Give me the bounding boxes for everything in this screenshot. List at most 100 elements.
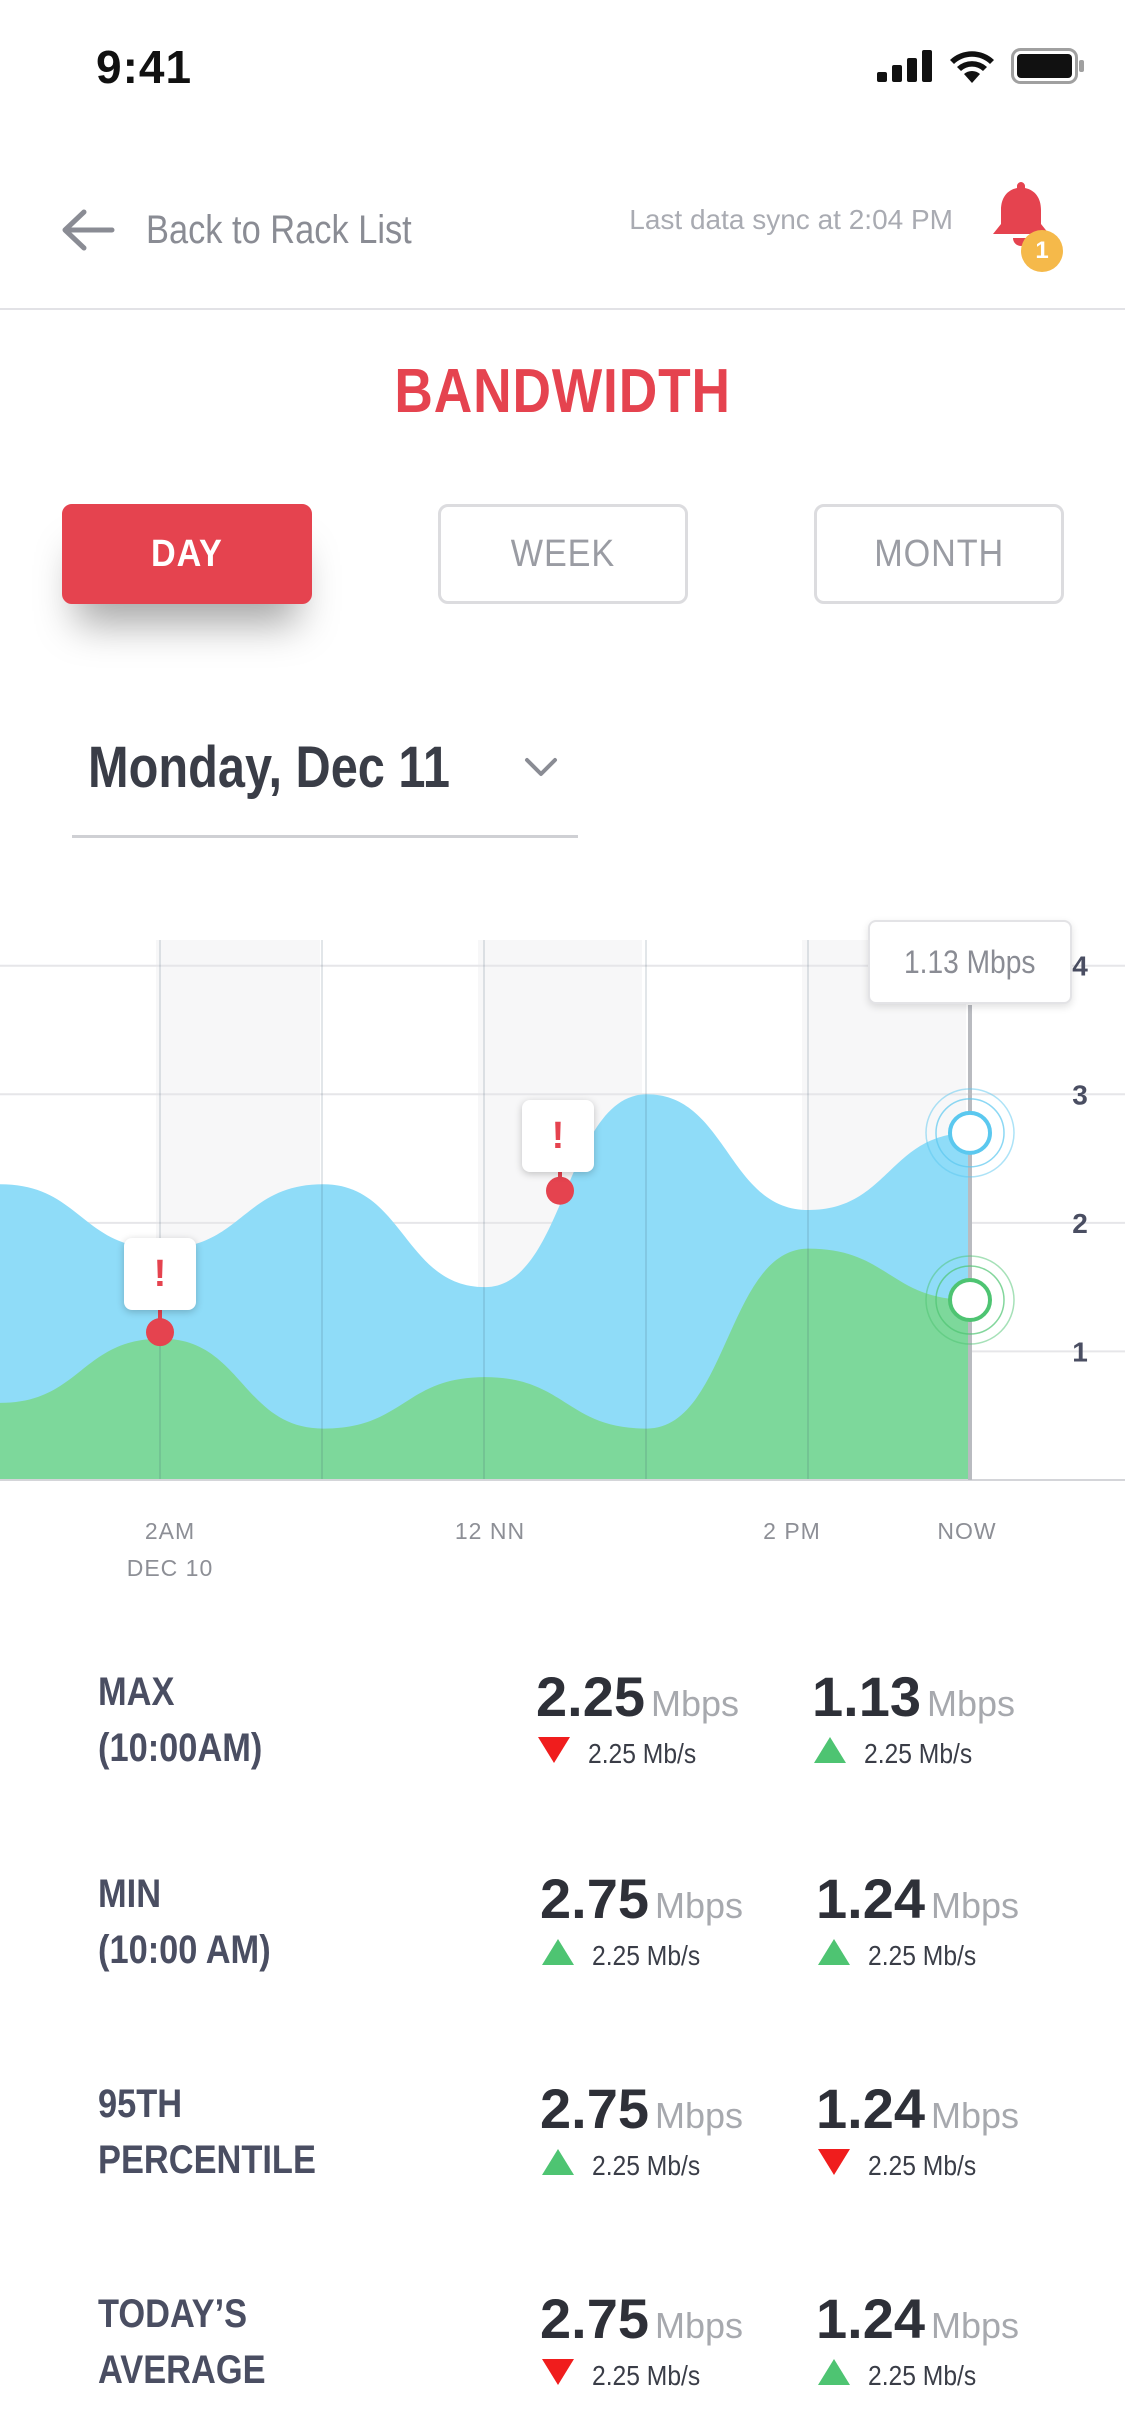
stat-unit: Mbps xyxy=(931,1885,1020,1926)
endpoint-marker-green xyxy=(948,1278,992,1322)
stat-cell-primary: 2.75 Mbps 2.25 Mb/s xyxy=(540,2286,820,2394)
x-tick-label-2pm: 2 PM xyxy=(763,1518,821,1544)
notifications-button[interactable]: 1 xyxy=(985,178,1065,272)
endpoint-marker-blue xyxy=(948,1110,992,1155)
stat-cell-secondary: 1.24 Mbps 2.25 Mb/s xyxy=(816,1866,1096,1974)
stat-cell-secondary: 1.13 Mbps 2.25 Mb/s xyxy=(812,1664,1092,1772)
stat-label-line1: TODAY’S xyxy=(98,2292,248,2336)
x-tick-2am-line2: DEC 10 xyxy=(126,1555,214,1581)
stat-label: TODAY’S AVERAGE xyxy=(98,2286,266,2398)
tab-day-label: DAY xyxy=(151,532,223,575)
stat-row: MAX (10:00AM) 2.25 Mbps 2.25 Mb/s 1.13 Mbp… xyxy=(0,1664,1125,1814)
stat-unit: Mbps xyxy=(655,2095,744,2136)
stat-unit: Mbps xyxy=(931,2095,1020,2136)
stat-row: TODAY’S AVERAGE 2.75 Mbps 2.25 Mb/s 1.24 M… xyxy=(0,2286,1125,2436)
y-tick-label: 2 xyxy=(1072,1208,1088,1239)
chart-canvas: 1 2 3 4 xyxy=(0,940,1125,1481)
status-icons xyxy=(877,48,1085,84)
stat-label-line1: MIN xyxy=(98,1872,162,1916)
trend-up-icon xyxy=(816,2357,852,2394)
cellular-signal-icon xyxy=(877,50,932,82)
stat-delta: 2.25 Mb/s xyxy=(868,1939,977,1971)
trend-down-icon xyxy=(536,1735,572,1772)
stat-label-line2: PERCENTILE xyxy=(98,2138,316,2182)
stat-label-line2: (10:00AM) xyxy=(98,1726,263,1770)
tooltip-value: 1.13 Mbps xyxy=(904,943,1036,980)
stat-row: MIN (10:00 AM) 2.75 Mbps 2.25 Mb/s 1.24 Mb… xyxy=(0,1866,1125,2016)
x-tick-label-12nn: 12 NN xyxy=(454,1518,526,1544)
endpoint-marker-blue-ring xyxy=(935,1098,1005,1168)
stat-unit: Mbps xyxy=(931,2305,1020,2346)
series-area-green xyxy=(0,1248,970,1480)
arrow-left-icon xyxy=(62,209,115,251)
bandwidth-chart: 1 2 3 4 2AM DEC 10 12 NN 2 PM NOW xyxy=(0,910,1125,1610)
stat-value: 1.24 xyxy=(816,2287,925,2350)
stat-label-line1: 95TH xyxy=(98,2082,183,2126)
stat-label: 95TH PERCENTILE xyxy=(98,2076,316,2188)
alert-flag[interactable]: ! xyxy=(124,1238,196,1310)
status-bar: 9:41 xyxy=(0,0,1125,130)
tab-month[interactable]: MONTH xyxy=(814,504,1064,604)
stat-unit: Mbps xyxy=(927,1683,1016,1724)
stat-delta: 2.25 Mb/s xyxy=(588,1737,697,1769)
trend-up-icon xyxy=(816,1937,852,1974)
stat-label-line1: MAX xyxy=(98,1670,175,1714)
stat-cell-primary: 2.75 Mbps 2.25 Mb/s xyxy=(540,2076,820,2184)
endpoint-marker-blue-ring-outer xyxy=(925,1088,1015,1178)
alert-pin-dot xyxy=(146,1318,174,1347)
stat-value: 2.75 xyxy=(540,2077,649,2140)
stat-unit: Mbps xyxy=(651,1683,740,1724)
back-button[interactable]: Back to Rack List xyxy=(60,190,455,270)
tab-week[interactable]: WEEK xyxy=(438,504,688,604)
stat-value: 1.24 xyxy=(816,1867,925,1930)
x-tick-label-2am: 2AM DEC 10 xyxy=(118,1518,222,1582)
stat-delta: 2.25 Mb/s xyxy=(868,2359,977,2391)
stat-value: 1.24 xyxy=(816,2077,925,2140)
stat-cell-secondary: 1.24 Mbps 2.25 Mb/s xyxy=(816,2076,1096,2184)
notification-badge: 1 xyxy=(1021,230,1063,272)
header: Back to Rack List Last data sync at 2:04… xyxy=(0,160,1125,310)
y-tick-label: 4 xyxy=(1072,951,1088,982)
chevron-down-icon xyxy=(525,758,557,776)
stat-delta: 2.25 Mb/s xyxy=(592,1939,701,1971)
stat-label: MIN (10:00 AM) xyxy=(98,1866,271,1978)
endpoint-marker-green-ring xyxy=(935,1265,1005,1335)
page-title: BANDWIDTH xyxy=(0,356,1125,427)
stat-delta: 2.25 Mb/s xyxy=(864,1737,973,1769)
x-tick-2am-line1: 2AM xyxy=(144,1518,196,1544)
alert-pin-dot xyxy=(546,1176,574,1205)
stat-delta: 2.25 Mb/s xyxy=(592,2359,701,2391)
stat-cell-primary: 2.25 Mbps 2.25 Mb/s xyxy=(536,1664,816,1772)
range-tabs: DAY WEEK MONTH xyxy=(62,504,1064,604)
y-tick-label: 1 xyxy=(1072,1336,1088,1367)
page-title-text: BANDWIDTH xyxy=(394,357,731,426)
stat-unit: Mbps xyxy=(655,2305,744,2346)
trend-up-icon xyxy=(812,1735,848,1772)
x-tick-label-now: NOW xyxy=(937,1518,997,1544)
stat-cell-secondary: 1.24 Mbps 2.25 Mb/s xyxy=(816,2286,1096,2394)
trend-down-icon xyxy=(540,2357,576,2394)
date-dropdown[interactable]: Monday, Dec 11 xyxy=(72,716,578,838)
status-time: 9:41 xyxy=(96,41,193,93)
stat-label-line2: AVERAGE xyxy=(98,2348,266,2392)
tab-day[interactable]: DAY xyxy=(62,504,312,604)
stat-value: 1.13 xyxy=(812,1665,921,1728)
stat-cell-primary: 2.75 Mbps 2.25 Mb/s xyxy=(540,1866,820,1974)
chart-tooltip: 1.13 Mbps xyxy=(868,920,1072,1004)
tab-week-label: WEEK xyxy=(510,532,616,575)
alert-flag[interactable]: ! xyxy=(522,1100,594,1172)
alert-icon: ! xyxy=(551,1114,565,1157)
wifi-icon xyxy=(950,51,994,83)
stat-delta: 2.25 Mb/s xyxy=(868,2149,977,2181)
stat-value: 2.75 xyxy=(540,2287,649,2350)
trend-up-icon xyxy=(540,1937,576,1974)
tab-month-label: MONTH xyxy=(874,532,1004,575)
stat-delta: 2.25 Mb/s xyxy=(592,2149,701,2181)
alert-icon: ! xyxy=(153,1252,167,1295)
trend-down-icon xyxy=(816,2147,852,2184)
sync-status-text: Last data sync at 2:04 PM xyxy=(629,204,953,235)
stat-value: 2.75 xyxy=(540,1867,649,1930)
stat-label-line2: (10:00 AM) xyxy=(98,1928,271,1972)
endpoint-marker-green-ring-outer xyxy=(925,1255,1015,1345)
back-label: Back to Rack List xyxy=(146,207,412,252)
